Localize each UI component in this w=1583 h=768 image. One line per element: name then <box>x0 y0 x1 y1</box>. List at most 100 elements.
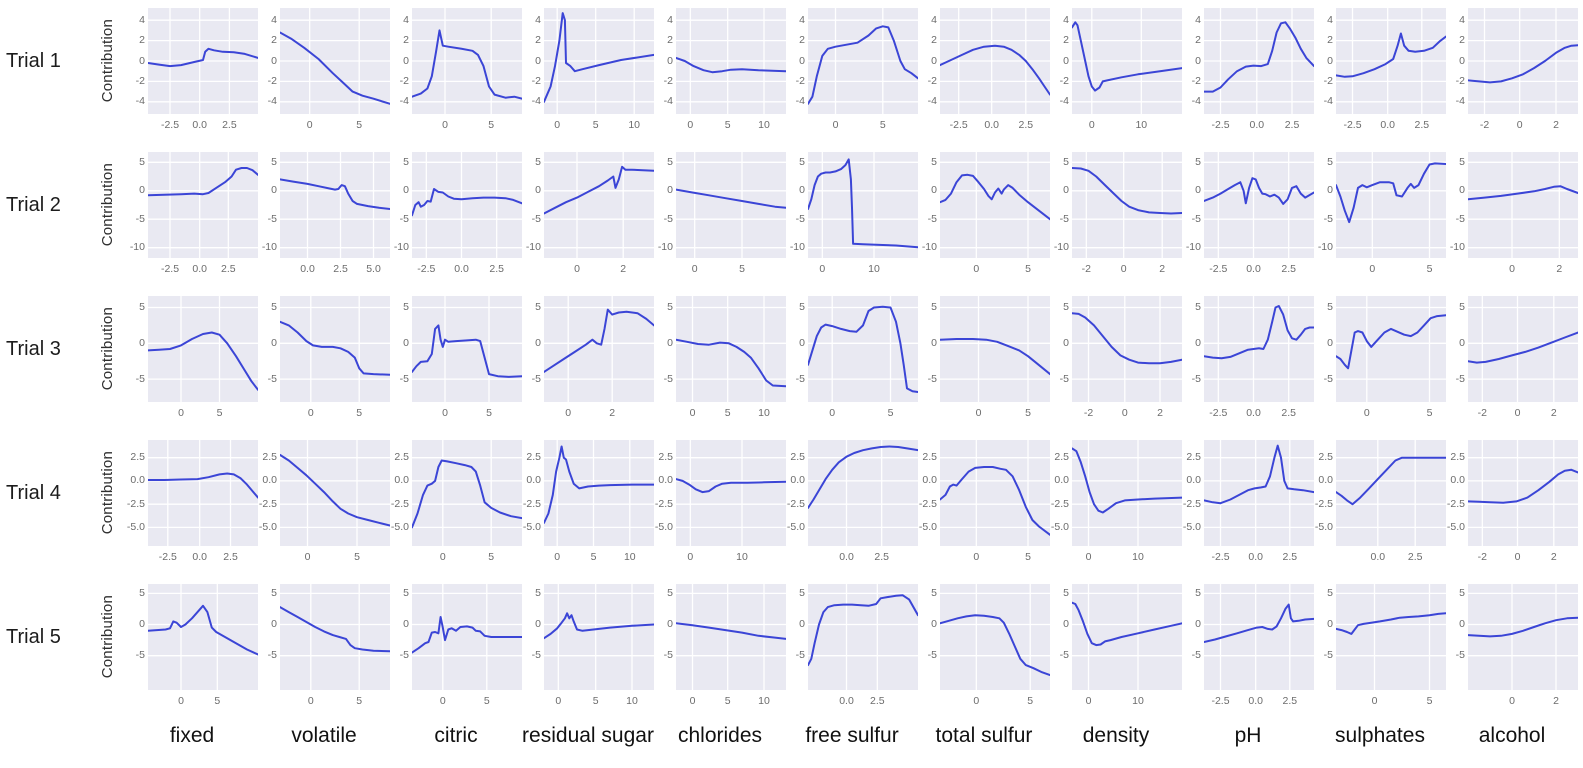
y-tick-label: 0 <box>1459 618 1465 630</box>
y-tick-label: -2.5 <box>390 497 409 510</box>
contribution-curve <box>676 622 786 640</box>
plot-area <box>412 584 522 690</box>
subplot-grid: Trial 1 Contribution 4 2 0 -2 -4 -2.5 0.0 2.5 4 2 0 -… <box>0 8 1583 728</box>
plot-area <box>412 8 522 114</box>
x-tick-label: 0 <box>1371 695 1378 707</box>
subplot-trial-5-alcohol: 5 0 -5 0 2 <box>1446 584 1578 728</box>
x-tick-label: -2.5 <box>1209 407 1228 419</box>
subplot-trial-2-citric: 5 0 -5 -10 -2.5 0.0 2.5 <box>390 152 522 296</box>
y-tick-label: 0 <box>667 54 673 67</box>
y-tick-label: -5 <box>531 372 541 385</box>
plot-area <box>1204 440 1314 546</box>
x-tick-label: 5 <box>1426 407 1433 419</box>
y-tick-label: 0.0 <box>922 474 937 487</box>
contribution-curve <box>148 472 258 499</box>
figure-row-trial-3: Trial 3 Contribution 5 0 -5 0 5 5 0 -5 0 5 5 0 -5 0 5 5 0 -… <box>0 296 1583 440</box>
plot-area <box>1072 440 1182 546</box>
x-tick-label: 5 <box>1025 263 1031 275</box>
feature-labels-row: fixed volatile citric residual sugar chl… <box>0 724 1583 748</box>
y-tick-label: 5 <box>1327 586 1333 599</box>
y-tick-label: 2 <box>139 34 145 47</box>
subplot-trial-4-volatile: 2.5 0.0 -2.5 -5.0 0 5 <box>258 440 390 584</box>
y-tick-label: -10 <box>1317 241 1333 254</box>
subplot-trial-5-total-sulfur: 5 0 -5 0 5 <box>918 584 1050 728</box>
y-tick-label: 2.5 <box>1318 451 1333 464</box>
y-tick-label: -2 <box>1323 74 1333 87</box>
x-tick-label: 10 <box>1135 119 1148 131</box>
x-tick-label: 5 <box>356 407 363 419</box>
x-tick-label: 0 <box>442 407 448 419</box>
y-tick-label: -4 <box>795 95 805 108</box>
y-axis-label-cell: Contribution <box>88 296 126 402</box>
y-axis-label-cell: Contribution <box>88 152 126 258</box>
plot-background <box>412 152 522 258</box>
y-tick-label: 0.0 <box>658 474 673 487</box>
y-axis-label: Contribution <box>98 163 116 247</box>
y-tick-label: 0 <box>271 618 277 630</box>
y-tick-label: -5 <box>135 372 145 385</box>
y-tick-label: 5 <box>1195 155 1201 168</box>
x-tick-label: 0.0 <box>1249 119 1265 131</box>
y-tick-label: -5 <box>531 212 541 225</box>
contribution-curve <box>676 188 786 209</box>
y-tick-label: -4 <box>135 95 145 108</box>
contribution-curve <box>280 453 390 527</box>
trial-label-cell: Trial 5 <box>0 584 88 690</box>
plot-area <box>1336 584 1446 690</box>
x-tick-label: 0 <box>973 263 980 275</box>
x-tick-label: 2.5 <box>1284 119 1300 131</box>
subplot-trial-5-volatile: 5 0 -5 0 5 <box>258 584 390 728</box>
y-tick-label: -4 <box>1191 95 1201 108</box>
subplot-trial-3-free-sulfur: 5 0 -5 0 5 <box>786 296 918 440</box>
subplot-trial-5-free-sulfur: 5 0 -5 0.0 2.5 <box>786 584 918 728</box>
y-tick-label: 5 <box>1459 586 1465 599</box>
contribution-curve <box>280 320 390 376</box>
trial-label-cell: Trial 1 <box>0 8 88 114</box>
x-tick-label: 5 <box>592 119 599 131</box>
subplot-trial-4-free-sulfur: 2.5 0.0 -2.5 -5.0 0.0 2.5 <box>786 440 918 584</box>
x-tick-label: 0.0 <box>192 551 207 563</box>
x-tick-label: 0 <box>554 119 561 131</box>
plot-background <box>940 152 1050 258</box>
plot-background <box>808 152 918 258</box>
y-tick-label: -5.0 <box>522 520 541 533</box>
subplot-trial-2-chlorides: 5 0 -5 -10 0 5 <box>654 152 786 296</box>
y-tick-label: 5 <box>667 301 673 313</box>
y-tick-label: 0.0 <box>526 474 541 487</box>
y-tick-label: 5 <box>403 301 409 313</box>
x-tick-label: 10 <box>758 407 770 419</box>
plot-background <box>544 584 654 690</box>
contribution-curve <box>148 604 258 656</box>
y-tick-label: -5.0 <box>918 520 937 533</box>
y-tick-label: 5 <box>403 586 409 599</box>
y-tick-label: 5 <box>799 301 805 313</box>
y-tick-label: -2 <box>1059 74 1069 87</box>
y-tick-label: -2.5 <box>786 497 805 510</box>
y-tick-label: 0 <box>1327 54 1333 67</box>
x-tick-label: 0 <box>829 407 836 419</box>
x-tick-label: 5 <box>354 551 360 563</box>
subplot-trial-3-total-sulfur: 5 0 -5 0 5 <box>918 296 1050 440</box>
contribution-curve <box>940 614 1050 676</box>
y-tick-label: -10 <box>393 241 409 254</box>
y-tick-label: 0 <box>535 618 541 630</box>
y-tick-label: 4 <box>799 13 805 26</box>
x-tick-label: 2.5 <box>869 695 885 707</box>
y-tick-label: -2.5 <box>654 497 673 510</box>
y-tick-label: 5 <box>271 155 277 168</box>
y-tick-label: 0 <box>1195 618 1201 630</box>
y-tick-label: -5.0 <box>1050 520 1069 533</box>
figure-row-trial-4: Trial 4 Contribution 2.5 0.0 -2.5 -5.0 -2.5 0.0… <box>0 440 1583 584</box>
subplot-trial-1-free-sulfur: 4 2 0 -2 -4 0 5 <box>786 8 918 152</box>
plot-background <box>808 584 918 690</box>
y-tick-label: 2 <box>931 34 937 47</box>
plot-background <box>676 296 786 402</box>
x-tick-label: 2 <box>1550 551 1557 563</box>
y-tick-label: 0 <box>931 54 937 67</box>
y-tick-label: -4 <box>399 95 409 108</box>
y-tick-label: -5.0 <box>126 520 145 533</box>
subplot-trial-2-density: 5 0 -5 -10 -2 0 2 <box>1050 152 1182 296</box>
contribution-curve <box>1336 456 1446 506</box>
x-tick-label: -2 <box>1083 407 1094 419</box>
x-tick-label: 0 <box>304 551 311 563</box>
